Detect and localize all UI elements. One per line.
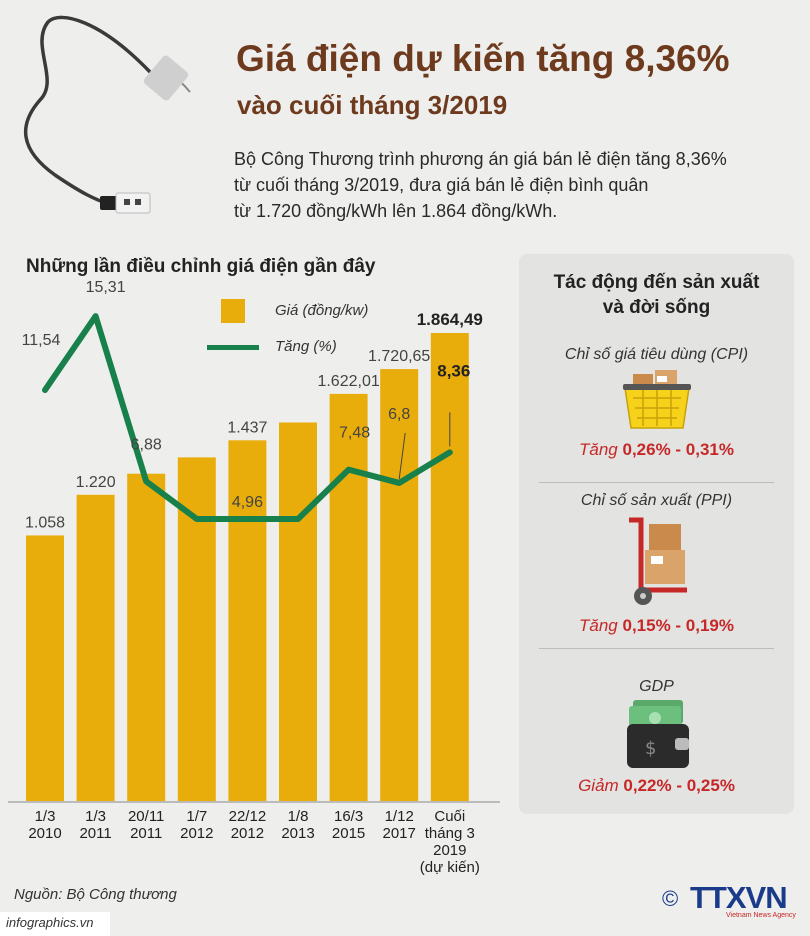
line-value-label: 11,54 bbox=[22, 332, 61, 349]
x-tick-label: 20/11 bbox=[128, 808, 164, 825]
x-tick-label: 2012 bbox=[180, 825, 213, 842]
bar bbox=[380, 369, 419, 801]
main-subtitle: vào cuối tháng 3/2019 bbox=[237, 90, 508, 120]
legend-line-swatch bbox=[207, 345, 259, 350]
intro-line: từ 1.720 đồng/kWh lên 1.864 đồng/kWh. bbox=[234, 201, 558, 221]
line-point bbox=[43, 388, 47, 393]
main-title: Giá điện dự kiến tăng 8,36% bbox=[236, 38, 730, 79]
cpi-effect-value: 0,26% - 0,31% bbox=[622, 440, 734, 459]
x-tick-label: 1/12 bbox=[385, 808, 414, 825]
bar-value-label: 1.437 bbox=[227, 419, 267, 436]
copyright-icon: © bbox=[662, 886, 679, 911]
cpi-label: Chỉ số giá tiêu dùng (CPI) bbox=[564, 346, 749, 363]
line-point bbox=[245, 517, 250, 521]
line-point bbox=[144, 479, 149, 484]
x-tick-label: Cuối bbox=[434, 808, 465, 825]
svg-text:$: $ bbox=[645, 738, 656, 759]
bar bbox=[26, 535, 64, 801]
bar bbox=[329, 393, 368, 801]
cpi-effect-word: Tăng bbox=[579, 440, 618, 459]
ppi-label: Chỉ số sản xuất (PPI) bbox=[580, 492, 733, 509]
chart-title: Những lần điều chỉnh giá điện gần đây bbox=[26, 256, 376, 277]
line-value-label: 7,48 bbox=[339, 425, 370, 442]
x-tick-label: 22/12 bbox=[229, 808, 267, 825]
gdp-label: GDP bbox=[639, 678, 674, 695]
bar-value-label: 1.864,49 bbox=[417, 310, 483, 329]
bar bbox=[76, 494, 115, 801]
line-value-label: 15,31 bbox=[86, 280, 126, 296]
x-tick-label: tháng 3 bbox=[425, 825, 475, 842]
x-tick-label: 16/3 bbox=[334, 808, 363, 825]
intro-line: từ cuối tháng 3/2019, đưa giá bán lẻ điệ… bbox=[234, 175, 649, 195]
x-tick-label: 2019 bbox=[433, 842, 466, 859]
bar bbox=[228, 440, 267, 801]
intro-text: Bộ Công Thương trình phương án giá bán l… bbox=[234, 146, 794, 224]
gdp-effect-word: Giảm bbox=[578, 776, 619, 795]
leader-line bbox=[398, 432, 406, 480]
line-point bbox=[397, 480, 402, 485]
wallet-icon: $ bbox=[627, 700, 689, 768]
x-tick-label: 2013 bbox=[281, 825, 314, 842]
x-tick-label: 2011 bbox=[130, 825, 162, 842]
x-tick-label: 2011 bbox=[79, 825, 111, 842]
bar bbox=[127, 473, 166, 801]
source-note: Nguồn: Bộ Công thương bbox=[14, 886, 177, 903]
panel-title-line: Tác động đến sản xuất bbox=[553, 272, 760, 293]
bar bbox=[279, 422, 317, 801]
line-value-label: 6,8 bbox=[388, 406, 410, 423]
impact-panel: Tác động đến sản xuất và đời sống Chỉ số… bbox=[519, 254, 794, 814]
legend-bar-label: Giá (đồng/kw) bbox=[275, 302, 369, 319]
bar bbox=[430, 333, 469, 801]
ttxvn-logo: TTXVN bbox=[690, 880, 788, 915]
panel-title-line: và đời sống bbox=[602, 297, 711, 318]
bar-value-label: 1.622,01 bbox=[317, 373, 379, 390]
panel-title: Tác động đến sản xuất và đời sống bbox=[519, 270, 794, 320]
intro-line: Bộ Công Thương trình phương án giá bán l… bbox=[234, 149, 727, 169]
x-tick-label: 1/8 bbox=[288, 808, 309, 825]
x-tick-label: 2010 bbox=[28, 825, 61, 842]
ppi-effect: Tăng 0,15% - 0,19% bbox=[519, 616, 794, 636]
x-tick-label: 2012 bbox=[231, 825, 264, 842]
line-value-label: 8,36 bbox=[437, 361, 470, 380]
line-point bbox=[194, 517, 199, 521]
line-value-label: 4,96 bbox=[232, 494, 263, 511]
x-tick-label: 1/7 bbox=[186, 808, 207, 825]
legend-line-label: Tăng (%) bbox=[275, 338, 337, 355]
ppi-effect-word: Tăng bbox=[579, 616, 618, 635]
line-point bbox=[93, 314, 98, 319]
line-point bbox=[296, 517, 300, 521]
divider bbox=[539, 482, 774, 483]
x-tick-label: (dự kiến) bbox=[420, 859, 480, 876]
gdp-effect: Giảm 0,22% - 0,25% bbox=[519, 776, 794, 796]
usb-cable-icon bbox=[23, 15, 191, 214]
gdp-effect-value: 0,22% - 0,25% bbox=[623, 776, 735, 795]
site-link[interactable]: infographics.vn bbox=[0, 912, 110, 936]
x-tick-label: 2017 bbox=[383, 825, 416, 842]
hand-truck-icon bbox=[629, 517, 687, 605]
price-chart: 1.058 1.220 1.437 1.622,01 1.720,65 1.864,49 1… bbox=[8, 280, 500, 876]
bar bbox=[177, 457, 216, 801]
bar-value-label: 1.220 bbox=[76, 474, 116, 491]
legend-bar-swatch bbox=[221, 299, 245, 323]
ppi-effect-value: 0,15% - 0,19% bbox=[622, 616, 734, 635]
x-tick-label: 2015 bbox=[332, 825, 365, 842]
divider bbox=[539, 648, 774, 649]
line-value-label: 6,88 bbox=[131, 436, 162, 453]
shopping-basket-icon bbox=[623, 370, 691, 429]
bar-value-label: 1.720,65 bbox=[368, 348, 430, 365]
line-point bbox=[447, 450, 452, 455]
cpi-effect: Tăng 0,26% - 0,31% bbox=[519, 440, 794, 460]
x-tick-label: 1/3 bbox=[35, 808, 56, 825]
line-point bbox=[346, 467, 351, 472]
bar-value-label: 1.058 bbox=[25, 514, 65, 531]
logo-subtitle: Vietnam News Agency bbox=[726, 912, 796, 919]
x-tick-label: 1/3 bbox=[85, 808, 106, 825]
